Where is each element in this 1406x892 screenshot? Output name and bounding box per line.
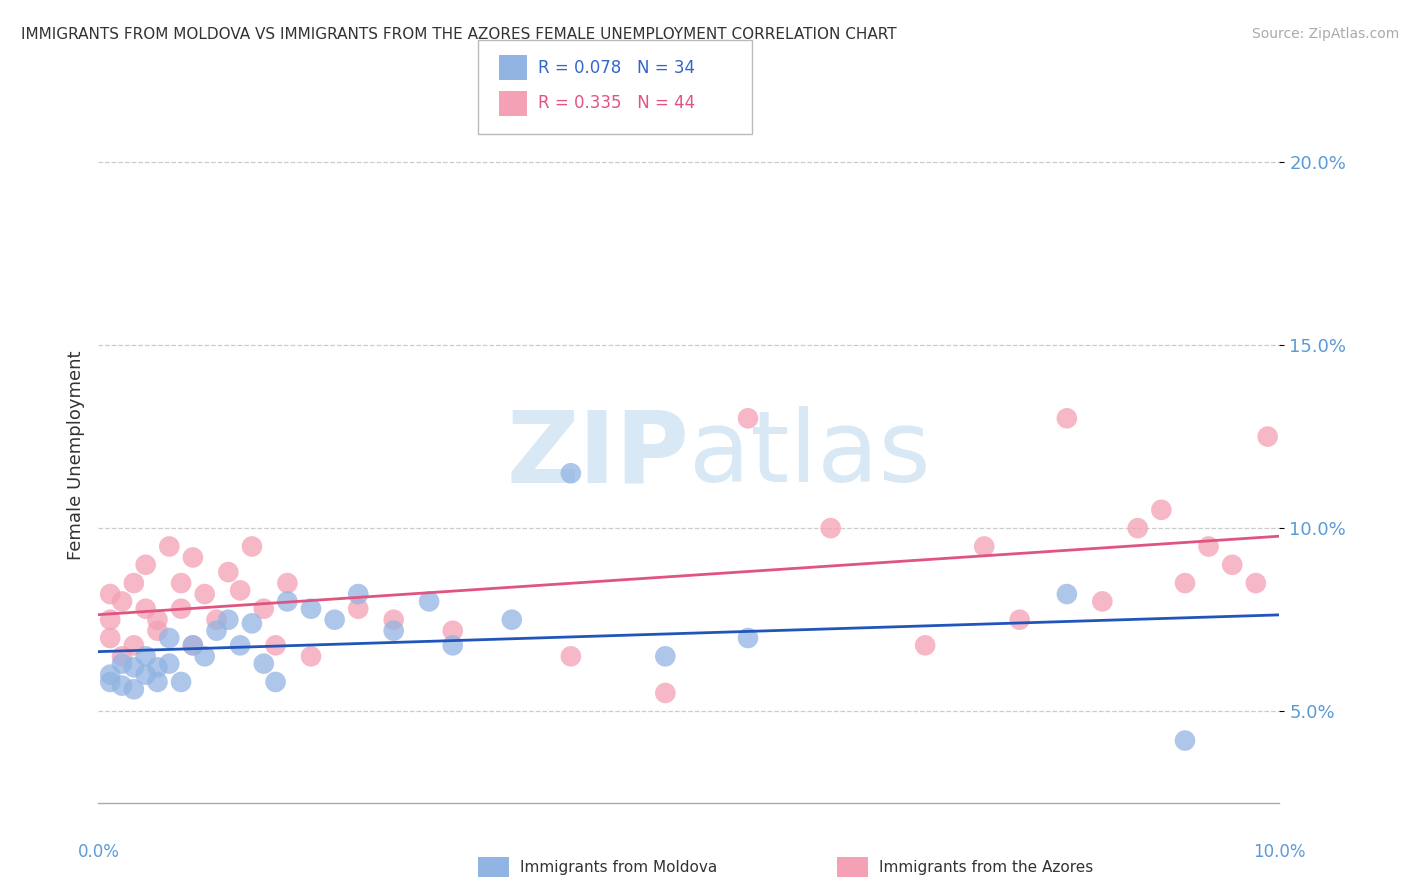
Point <box>98 631 121 645</box>
Point <box>276 594 298 608</box>
Text: Source: ZipAtlas.com: Source: ZipAtlas.com <box>1251 27 1399 41</box>
Text: Immigrants from the Azores: Immigrants from the Azores <box>879 860 1092 874</box>
Point <box>299 601 322 615</box>
Text: R = 0.078   N = 34: R = 0.078 N = 34 <box>538 59 696 77</box>
Point <box>111 679 134 693</box>
Point <box>122 660 145 674</box>
Point <box>737 631 759 645</box>
Text: ZIP: ZIP <box>506 407 689 503</box>
Point <box>111 649 134 664</box>
Point <box>1198 540 1220 554</box>
Point <box>157 631 180 645</box>
Point <box>299 649 322 664</box>
Point <box>264 675 287 690</box>
Point <box>170 675 193 690</box>
Text: R = 0.335   N = 44: R = 0.335 N = 44 <box>538 95 696 112</box>
Point <box>240 616 263 631</box>
Point <box>1150 503 1173 517</box>
Point <box>1174 576 1197 591</box>
Point <box>135 558 157 572</box>
Point <box>157 540 180 554</box>
Point <box>1220 558 1243 572</box>
Point <box>146 675 169 690</box>
Point <box>98 667 121 681</box>
Point <box>820 521 842 535</box>
Point <box>1174 733 1197 747</box>
Point <box>1056 411 1078 425</box>
Point <box>181 550 204 565</box>
Point <box>914 638 936 652</box>
Point <box>122 576 145 591</box>
Point <box>323 613 346 627</box>
Point <box>560 649 582 664</box>
Point <box>501 613 523 627</box>
Point <box>170 576 193 591</box>
Point <box>170 601 193 615</box>
Point <box>441 624 464 638</box>
Text: atlas: atlas <box>689 407 931 503</box>
Point <box>1091 594 1114 608</box>
Point <box>122 682 145 697</box>
Point <box>382 613 405 627</box>
Point <box>654 649 676 664</box>
Point <box>217 613 239 627</box>
Point <box>229 638 252 652</box>
Point <box>1008 613 1031 627</box>
Point <box>146 613 169 627</box>
Point <box>1056 587 1078 601</box>
Point <box>240 540 263 554</box>
Point <box>135 601 157 615</box>
Point <box>441 638 464 652</box>
Point <box>560 467 582 481</box>
Point <box>1126 521 1149 535</box>
Text: Immigrants from Moldova: Immigrants from Moldova <box>520 860 717 874</box>
Point <box>347 601 370 615</box>
Point <box>205 613 228 627</box>
Point <box>146 624 169 638</box>
Point <box>1257 429 1279 443</box>
Point <box>347 587 370 601</box>
Point <box>111 657 134 671</box>
Point <box>98 613 121 627</box>
Point <box>98 675 121 690</box>
Point <box>98 587 121 601</box>
Point <box>135 649 157 664</box>
Point <box>264 638 287 652</box>
Text: 0.0%: 0.0% <box>77 843 120 861</box>
Point <box>229 583 252 598</box>
Point <box>181 638 204 652</box>
Text: 10.0%: 10.0% <box>1253 843 1306 861</box>
Point <box>111 594 134 608</box>
Point <box>205 624 228 638</box>
Point <box>737 411 759 425</box>
Y-axis label: Female Unemployment: Female Unemployment <box>66 351 84 559</box>
Point <box>146 660 169 674</box>
Point <box>253 657 276 671</box>
Point <box>276 576 298 591</box>
Point <box>157 657 180 671</box>
Point <box>135 667 157 681</box>
Point <box>122 638 145 652</box>
Point <box>382 624 405 638</box>
Point <box>1244 576 1267 591</box>
Point <box>418 594 440 608</box>
Point <box>654 686 676 700</box>
Point <box>253 601 276 615</box>
Point <box>194 587 217 601</box>
Point <box>181 638 204 652</box>
Point <box>194 649 217 664</box>
Text: IMMIGRANTS FROM MOLDOVA VS IMMIGRANTS FROM THE AZORES FEMALE UNEMPLOYMENT CORREL: IMMIGRANTS FROM MOLDOVA VS IMMIGRANTS FR… <box>21 27 897 42</box>
Point <box>217 565 239 579</box>
Point <box>973 540 995 554</box>
